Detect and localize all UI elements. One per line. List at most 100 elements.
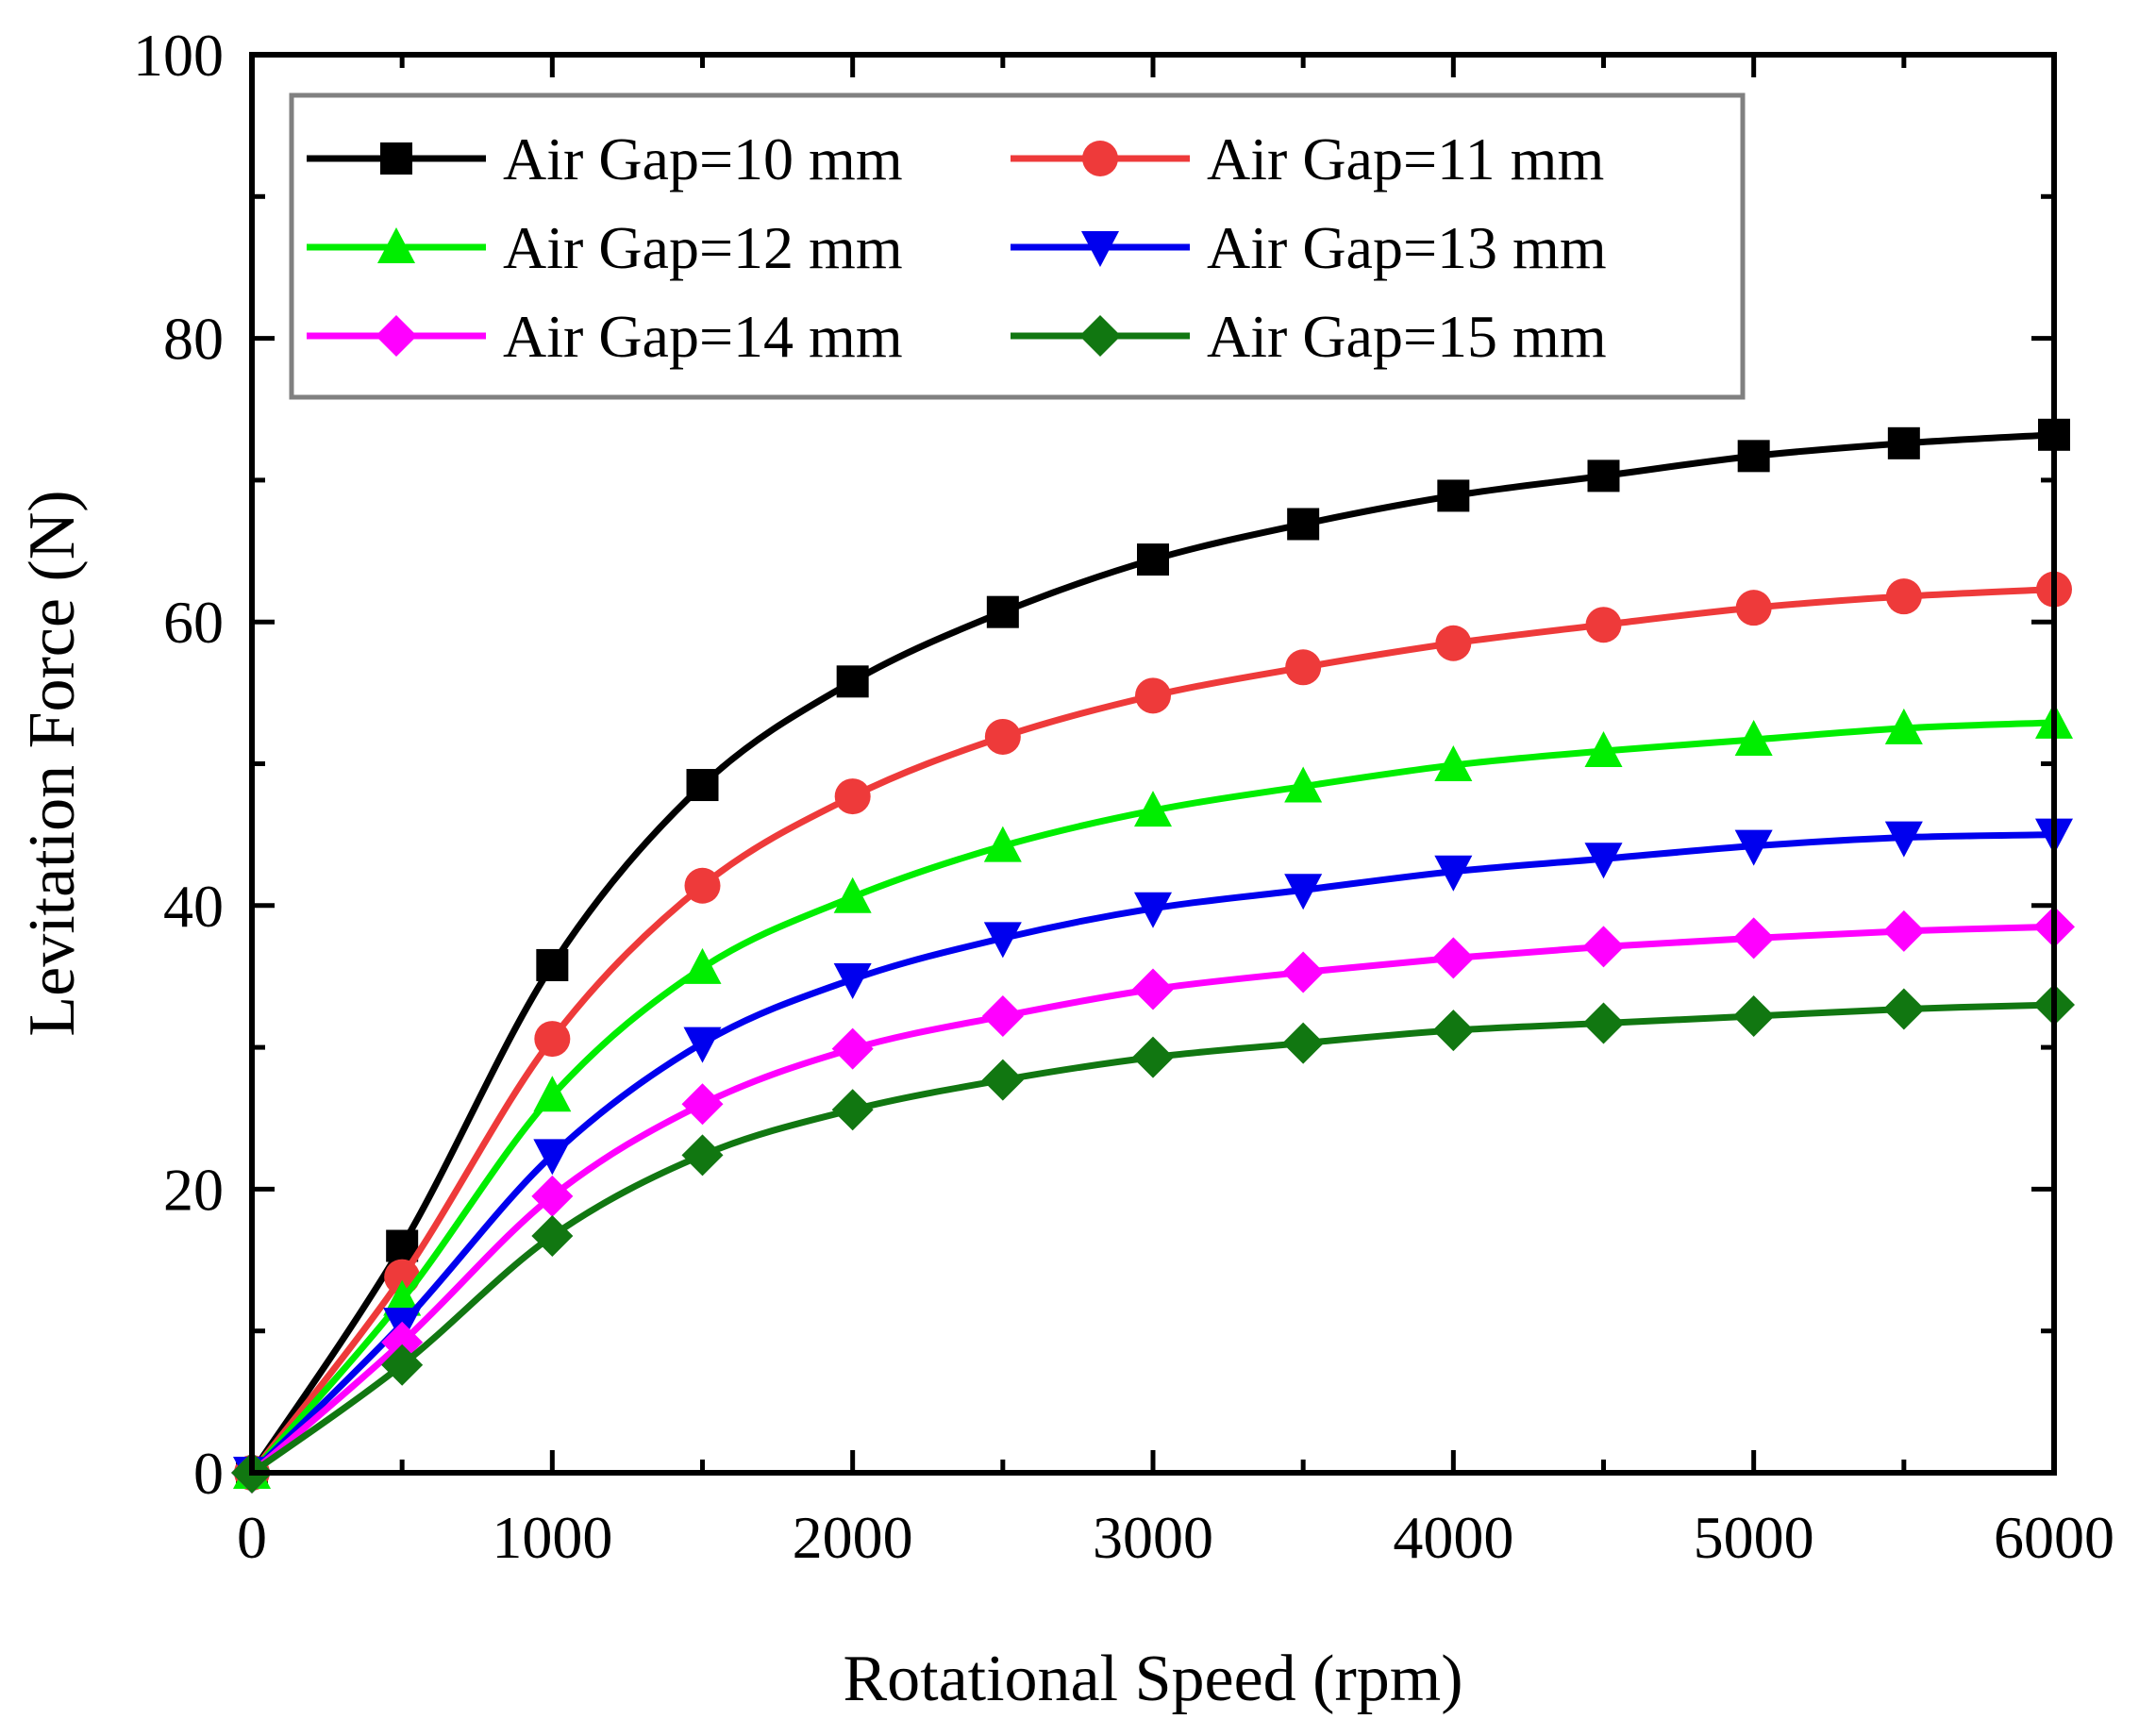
data-point: [1887, 426, 1920, 459]
data-point: [1734, 719, 1773, 756]
legend-label: Air Gap=12 mm: [503, 214, 903, 281]
data-point: [533, 1076, 572, 1112]
data-point: [984, 718, 1021, 755]
axis-ticks: [249, 52, 2057, 1476]
x-tick-label: 0: [237, 1504, 267, 1571]
data-point: [1132, 1036, 1174, 1078]
data-point: [1285, 649, 1322, 686]
data-point: [536, 948, 569, 981]
data-point: [1732, 995, 1775, 1038]
legend-swatch-marker: [1081, 231, 1119, 267]
data-point: [531, 1175, 574, 1217]
legend-swatch-marker: [1079, 315, 1121, 357]
data-point: [1735, 590, 1772, 626]
legend-swatch-marker: [380, 142, 412, 175]
data-point: [1582, 1002, 1625, 1044]
series-line: [248, 719, 2058, 1477]
data-point: [1584, 843, 1623, 879]
data-point: [531, 1214, 574, 1257]
data-point: [1432, 937, 1475, 979]
x-axis-tick-labels: 0 1000 2000 3000 4000 5000 6000: [237, 1504, 2114, 1571]
y-tick-label: 20: [163, 1156, 224, 1223]
legend: Air Gap=10 mm Air Gap=11 mm Air Gap=12 mm A…: [289, 92, 1746, 400]
data-point: [1884, 821, 1923, 858]
legend-label: Air Gap=14 mm: [503, 303, 903, 370]
data-point: [1432, 1010, 1475, 1052]
data-point: [1132, 968, 1174, 1010]
series-3: [233, 702, 2073, 1489]
data-point: [1282, 951, 1325, 993]
legend-entry: Air Gap=11 mm: [1011, 125, 1604, 192]
legend-entry: Air Gap=13 mm: [1011, 214, 1607, 281]
data-point: [1587, 459, 1620, 492]
x-tick-label: 4000: [1393, 1504, 1513, 1571]
legend-label: Air Gap=13 mm: [1207, 214, 1607, 281]
data-point: [1282, 1022, 1325, 1064]
x-tick-label: 2000: [793, 1504, 913, 1571]
data-point: [1137, 543, 1169, 576]
data-point: [683, 1027, 722, 1063]
data-point: [1884, 708, 1923, 744]
y-tick-label: 40: [163, 873, 224, 940]
data-point: [1734, 829, 1773, 866]
legend-swatch-marker: [1082, 141, 1118, 176]
x-tick-label: 1000: [492, 1504, 612, 1571]
series-5: [231, 906, 2075, 1494]
data-point: [831, 1089, 874, 1131]
data-point: [1284, 874, 1323, 910]
data-point: [1284, 766, 1323, 803]
data-point: [1882, 910, 1925, 952]
data-point: [1882, 988, 1925, 1030]
data-point: [981, 995, 1024, 1038]
series-line: [248, 831, 2058, 1477]
x-axis-title: Rotational Speed (rpm): [843, 1643, 1462, 1715]
data-point: [831, 1027, 874, 1070]
data-point: [683, 947, 722, 984]
legend-entry: Air Gap=15 mm: [1011, 303, 1607, 370]
data-point: [1737, 440, 1770, 473]
data-point: [981, 1059, 1024, 1101]
data-point: [534, 1021, 571, 1058]
data-point: [1134, 892, 1172, 928]
legend-entry: Air Gap=10 mm: [307, 125, 903, 192]
series-line: [248, 586, 2058, 1477]
legend-label: Air Gap=15 mm: [1207, 303, 1607, 370]
data-point: [1435, 625, 1472, 661]
y-axis-tick-labels: 0 20 40 60 80 100: [133, 22, 224, 1507]
data-point: [1885, 578, 1922, 615]
data-point: [1732, 917, 1775, 960]
data-point: [684, 867, 721, 904]
series-layer: [231, 418, 2075, 1494]
y-tick-label: 80: [163, 306, 224, 373]
data-point: [983, 826, 1022, 862]
data-point: [681, 1083, 724, 1126]
x-tick-label: 5000: [1694, 1504, 1814, 1571]
y-tick-label: 60: [163, 589, 224, 656]
data-point: [1434, 855, 1473, 892]
data-point: [983, 922, 1022, 959]
legend-swatch-marker: [377, 227, 415, 263]
legend-entry: Air Gap=14 mm: [307, 303, 903, 370]
data-point: [1287, 508, 1320, 541]
legend-label: Air Gap=10 mm: [503, 125, 903, 192]
x-tick-label: 3000: [1093, 1504, 1213, 1571]
data-point: [1585, 607, 1622, 643]
data-point: [383, 1279, 422, 1316]
y-tick-label: 100: [133, 22, 224, 89]
series-4: [233, 818, 2073, 1493]
data-point: [681, 1134, 724, 1177]
data-point: [833, 962, 872, 999]
data-point: [1584, 730, 1623, 767]
series-1: [236, 418, 2070, 1489]
legend-label: Air Gap=11 mm: [1207, 125, 1604, 192]
data-point: [686, 769, 719, 802]
data-point: [986, 595, 1019, 628]
legend-swatch-marker: [376, 315, 417, 357]
data-point: [381, 1344, 424, 1386]
data-point: [1134, 791, 1172, 827]
data-point: [834, 778, 871, 815]
series-2: [234, 571, 2072, 1491]
data-point: [1135, 677, 1171, 714]
data-point: [836, 665, 869, 698]
